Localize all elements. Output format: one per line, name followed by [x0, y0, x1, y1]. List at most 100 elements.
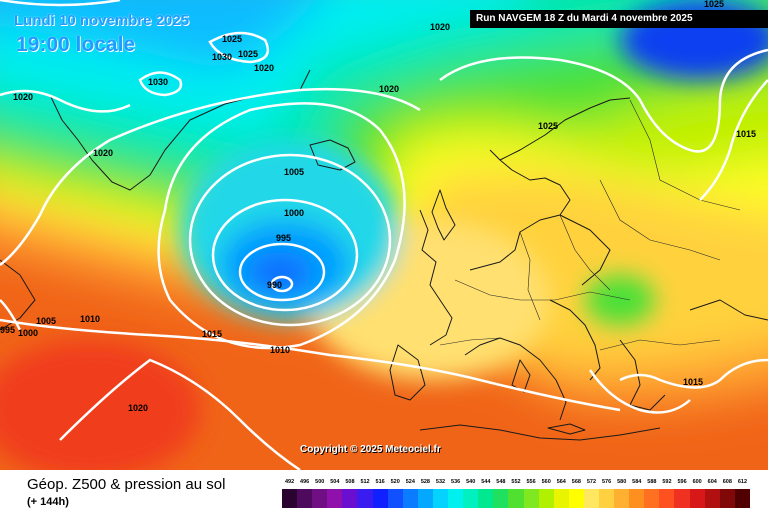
- isobar-label: 1030: [148, 77, 168, 87]
- scale-swatch: [719, 489, 735, 508]
- legend-footer: Géop. Z500 & pression au sol (+ 144h) 49…: [0, 470, 768, 512]
- scale-swatch: [659, 489, 675, 508]
- isobar-label: 1005: [36, 316, 56, 326]
- isobar-label: 995: [276, 233, 291, 243]
- scale-swatch: [297, 489, 313, 508]
- isobar-label: 1020: [128, 403, 148, 413]
- scale-swatch: [417, 489, 433, 508]
- isobar-label: 1015: [202, 329, 222, 339]
- scale-swatch: [523, 489, 539, 508]
- scale-swatch: [568, 489, 584, 508]
- scale-swatch: [357, 489, 373, 508]
- scale-swatch: [448, 489, 464, 508]
- scale-label: 584: [632, 479, 642, 485]
- scale-label: 580: [617, 479, 627, 485]
- scale-label: 608: [722, 479, 732, 485]
- scale-swatch: [644, 489, 660, 508]
- scale-label: 604: [707, 479, 717, 485]
- isobar-label: 1025: [238, 49, 258, 59]
- scale-label: 516: [375, 479, 385, 485]
- scale-swatch: [493, 489, 509, 508]
- isobar-label: 1010: [80, 314, 100, 324]
- scale-label: 540: [466, 479, 476, 485]
- scale-swatch: [704, 489, 720, 508]
- scale-swatch: [674, 489, 690, 508]
- isobar-label: 995: [0, 325, 15, 335]
- scale-swatch: [583, 489, 599, 508]
- scale-swatch: [629, 489, 645, 508]
- model-run-label: Run NAVGEM 18 Z du Mardi 4 novembre 2025: [470, 10, 768, 28]
- isobar-label: 1025: [704, 0, 724, 9]
- forecast-time: 19:00 locale: [16, 33, 136, 56]
- isobar-label: 1020: [430, 22, 450, 32]
- scale-swatch: [478, 489, 494, 508]
- scale-label: 508: [345, 479, 355, 485]
- scale-label: 588: [647, 479, 657, 485]
- scale-swatch: [342, 489, 358, 508]
- scale-label: 524: [405, 479, 415, 485]
- isobar-label: 1020: [93, 148, 113, 158]
- isobar-label: 1010: [270, 345, 290, 355]
- scale-label: 520: [390, 479, 400, 485]
- scale-label: 544: [481, 479, 491, 485]
- scale-label: 560: [541, 479, 551, 485]
- lead-time: (+ 144h): [27, 496, 69, 508]
- scale-swatch: [402, 489, 418, 508]
- isobar-label: 990: [267, 280, 282, 290]
- scale-label: 536: [451, 479, 461, 485]
- scale-swatch: [463, 489, 479, 508]
- scale-label: 572: [586, 479, 597, 485]
- scale-label: 492: [284, 479, 295, 485]
- scale-label: 500: [315, 479, 325, 485]
- isobar-label: 1030: [212, 52, 232, 62]
- scale-swatch: [598, 489, 615, 508]
- isobar-label: 1020: [254, 63, 274, 73]
- isobar-labels: 1025 1030 1025 1020 1030 1020 1020 1020 …: [0, 0, 756, 413]
- scale-label: 504: [330, 479, 340, 485]
- isobar-label: 1020: [13, 92, 33, 102]
- scale-label: 576: [601, 479, 612, 485]
- scale-swatch: [327, 489, 343, 508]
- scale-label: 512: [360, 479, 370, 485]
- isobar-label: 1000: [18, 328, 38, 338]
- scale-swatch: [312, 489, 328, 508]
- copyright-text: Copyright © 2025 Meteociel.fr: [300, 444, 441, 455]
- scale-swatch: [372, 489, 388, 508]
- isobar-label: 1005: [284, 167, 304, 177]
- scale-label: 496: [300, 479, 310, 485]
- isobar-label: 1020: [379, 84, 399, 94]
- scale-label: 612: [737, 479, 748, 485]
- scale-label: 568: [571, 479, 581, 485]
- scale-label: 600: [692, 479, 702, 485]
- scale-swatch: [538, 489, 554, 508]
- scale-swatch: [508, 489, 524, 508]
- scale-label: 596: [677, 479, 687, 485]
- isobar-label: 1000: [284, 208, 304, 218]
- isobar-label: 1015: [736, 129, 756, 139]
- scale-label: 564: [556, 479, 566, 485]
- forecast-date: Lundi 10 novembre 2025: [14, 12, 190, 29]
- isobar-label: 1015: [683, 377, 703, 387]
- scale-swatch: [282, 489, 298, 508]
- scale-label: 592: [662, 479, 672, 485]
- scale-swatch: [553, 489, 569, 508]
- scale-label: 548: [496, 479, 506, 485]
- forecast-map: 1025 1030 1025 1020 1030 1020 1020 1020 …: [0, 0, 768, 470]
- isobar-label: 1025: [222, 34, 242, 44]
- scale-swatch: [614, 489, 630, 508]
- scale-label: 532: [435, 479, 446, 485]
- scale-swatch: [689, 489, 705, 508]
- scale-label: 552: [511, 479, 521, 485]
- borders: [439, 99, 741, 351]
- scale-label: 528: [420, 479, 430, 485]
- color-scale: [282, 489, 750, 508]
- variable-title: Géop. Z500 & pression au sol: [27, 476, 226, 493]
- scale-swatch: [432, 489, 449, 508]
- isobars: [0, 0, 768, 470]
- scale-swatch: [734, 489, 750, 508]
- geopotential-field: [0, 0, 768, 470]
- scale-swatch: [387, 489, 403, 508]
- isobar-label: 1025: [538, 121, 558, 131]
- scale-label: 556: [526, 479, 536, 485]
